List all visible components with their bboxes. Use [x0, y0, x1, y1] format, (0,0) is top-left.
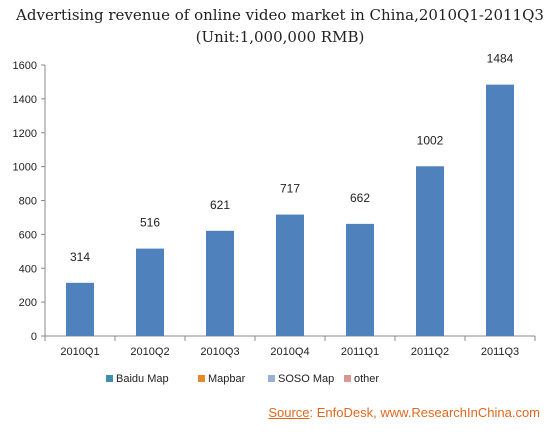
legend-label: Mapbar — [208, 373, 246, 385]
bar-value-label: 662 — [350, 191, 370, 205]
chart-subtitle: (Unit:1,000,000 RMB) — [196, 28, 365, 46]
legend-swatch — [106, 375, 113, 382]
bar-value-label: 1002 — [417, 133, 444, 147]
y-tick-label: 1000 — [13, 162, 37, 174]
source-note: Source: EnfoDesk, www.ResearchInChina.co… — [268, 405, 540, 420]
bar-value-label: 717 — [280, 182, 300, 196]
bar — [206, 230, 234, 336]
legend-label: other — [354, 373, 379, 385]
y-tick-label: 200 — [19, 297, 37, 309]
x-tick-label: 2010Q2 — [130, 346, 169, 358]
y-tick-label: 1400 — [13, 94, 37, 106]
source-text: : EnfoDesk, www.ResearchInChina.com — [309, 405, 540, 420]
y-tick-label: 800 — [19, 196, 37, 208]
source-label: Source — [268, 405, 310, 420]
bar — [346, 223, 374, 336]
chart-title: Advertising revenue of online video mark… — [15, 6, 544, 24]
bar — [416, 166, 444, 336]
x-tick-label: 2010Q3 — [200, 346, 239, 358]
bar-value-label: 621 — [210, 198, 230, 212]
y-tick-label: 600 — [19, 229, 37, 241]
plot-area: 0 200 400 600 800 1000 1200 1400 1600 314 2010Q1 51… — [13, 52, 536, 358]
bar-value-label: 1484 — [487, 52, 514, 66]
bar-value-label: 314 — [70, 250, 90, 264]
x-tick-label: 2010Q4 — [270, 346, 309, 358]
bar — [66, 282, 94, 336]
y-tick-label: 1200 — [13, 128, 37, 140]
x-tick-label: 2010Q1 — [60, 346, 99, 358]
bar — [136, 248, 164, 336]
legend-label: SOSO Map — [278, 373, 334, 385]
legend-swatch — [198, 375, 205, 382]
y-tick-label: 1600 — [13, 60, 37, 72]
legend-label: Baidu Map — [116, 373, 169, 385]
bar — [486, 84, 514, 337]
legend-swatch — [268, 375, 275, 382]
y-tick-label: 0 — [31, 331, 37, 343]
y-tick-label: 400 — [19, 263, 37, 275]
x-tick-label: 2011Q2 — [411, 346, 449, 358]
legend-swatch — [344, 375, 351, 382]
legend: Baidu Map Mapbar SOSO Map other — [106, 373, 379, 385]
bar — [276, 214, 304, 336]
bar-value-label: 516 — [140, 216, 160, 230]
x-tick-label: 2011Q3 — [481, 346, 519, 358]
x-tick-label: 2011Q1 — [341, 346, 379, 358]
